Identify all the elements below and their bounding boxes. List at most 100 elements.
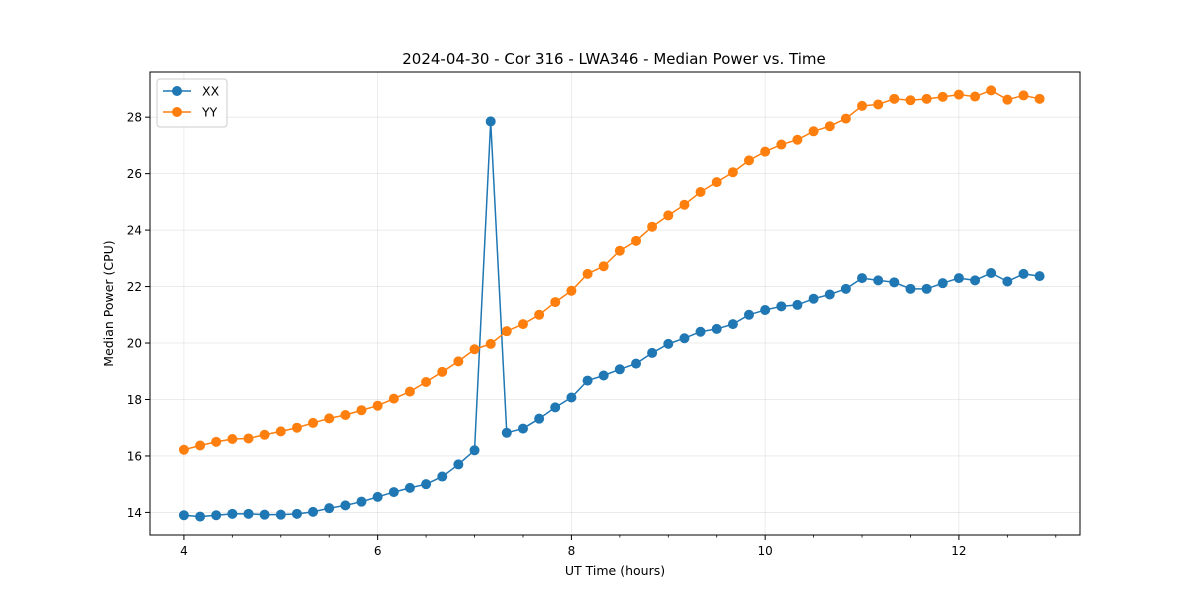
data-point-xx [631,358,642,369]
data-point-xx [824,289,835,300]
data-point-yy [566,285,577,296]
data-point-yy [437,366,448,377]
data-point-yy [308,417,319,428]
y-tick-label: 22 [127,280,142,294]
data-point-xx [421,479,432,490]
legend: XX YY [156,78,228,128]
data-point-xx [792,299,803,310]
data-point-xx [582,375,593,386]
data-point-yy [792,134,803,145]
data-point-yy [986,85,997,96]
data-point-xx [227,508,238,519]
data-point-yy [1034,93,1045,104]
data-point-xx [873,275,884,286]
data-point-yy [824,121,835,132]
data-point-yy [679,199,690,210]
data-point-yy [453,356,464,367]
data-point-yy [937,91,948,102]
data-point-yy [211,436,222,447]
data-point-xx [372,491,383,502]
data-point-xx [534,413,545,424]
data-point-xx [840,283,851,294]
y-tick-label: 16 [127,449,142,463]
data-point-xx [711,323,722,334]
data-point-xx [195,511,206,522]
data-point-xx [501,427,512,438]
legend-label-yy: YY [201,105,218,120]
legend-label-xx: XX [202,84,220,99]
data-point-xx [695,326,706,337]
data-point-yy [970,91,981,102]
data-point-xx [469,445,480,456]
data-point-yy [501,326,512,337]
data-point-yy [291,422,302,433]
data-point-xx [485,116,496,127]
data-point-yy [534,309,545,320]
data-point-xx [663,338,674,349]
axis-ticks: 4 6 8 10 12 14 16 18 20 22 24 26 28 [127,111,1057,558]
data-point-xx [743,309,754,320]
data-point-xx [453,459,464,470]
y-tick-label: 26 [127,167,142,181]
data-point-xx [614,364,625,375]
data-point-xx [324,503,335,514]
data-point-yy [178,444,189,455]
data-point-xx [921,283,932,294]
data-point-xx [857,273,868,284]
data-point-xx [275,509,286,520]
data-point-xx [808,293,819,304]
data-point-yy [727,167,738,178]
data-point-yy [324,413,335,424]
x-axis-label: UT Time (hours) [565,563,665,578]
data-point-xx [647,347,658,358]
y-tick-label: 28 [127,111,142,125]
data-point-yy [647,221,658,232]
data-point-xx [308,506,319,517]
plot-series [178,85,1045,522]
data-point-xx [388,487,399,498]
data-point-xx [291,508,302,519]
data-point-xx [1018,268,1029,279]
x-tick-label: 8 [568,544,576,558]
data-point-yy [760,146,771,157]
data-point-xx [598,370,609,381]
data-point-yy [695,186,706,197]
data-point-yy [953,89,964,100]
data-point-xx [1034,271,1045,282]
data-point-yy [356,405,367,416]
data-point-yy [388,393,399,404]
data-point-xx [178,510,189,521]
data-point-xx [243,508,254,519]
legend-marker-yy [172,107,182,117]
data-point-yy [550,297,561,308]
data-point-yy [421,376,432,387]
y-tick-label: 14 [127,506,142,520]
data-point-xx [517,423,528,434]
data-point-yy [808,126,819,137]
data-point-xx [1002,276,1013,287]
data-point-xx [776,301,787,312]
data-point-xx [970,275,981,286]
data-point-yy [1002,94,1013,105]
data-point-yy [743,155,754,166]
data-point-yy [372,400,383,411]
data-point-yy [275,426,286,437]
legend-marker-xx [172,86,182,96]
data-point-yy [582,268,593,279]
data-point-xx [211,510,222,521]
data-point-yy [840,113,851,124]
plot-frame [149,71,1081,536]
data-point-xx [905,283,916,294]
data-point-yy [921,93,932,104]
data-point-yy [631,235,642,246]
data-point-yy [663,210,674,221]
data-point-yy [857,100,868,111]
data-point-xx [986,268,997,279]
x-tick-label: 10 [758,544,773,558]
data-point-xx [679,333,690,344]
y-tick-label: 18 [127,393,142,407]
data-point-yy [517,319,528,330]
x-tick-label: 6 [374,544,382,558]
data-point-yy [905,95,916,106]
